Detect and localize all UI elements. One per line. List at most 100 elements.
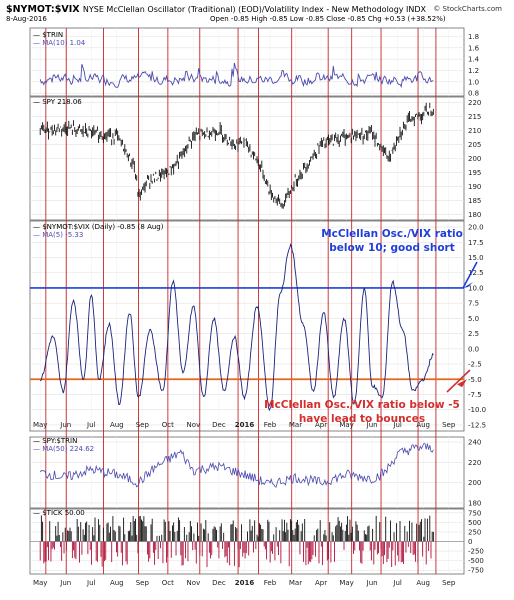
- y-tick-label: 215: [468, 113, 481, 121]
- panel-frame: [29, 220, 465, 432]
- red-arrow: [446, 369, 471, 393]
- y-tick-label: 250: [468, 528, 481, 536]
- x-axis-label: Sep: [136, 579, 150, 587]
- y-tick-label: 220: [468, 99, 481, 107]
- x-axis-label-mid: Aug: [110, 421, 124, 429]
- y-tick-label: 2.5: [468, 330, 479, 338]
- blue-arrow-head: [463, 281, 473, 288]
- y-tick-label: 10.0: [468, 284, 484, 292]
- x-axis-label: Dec: [212, 579, 226, 587]
- x-axis-label-mid: Oct: [162, 421, 174, 429]
- panel-frame: [29, 436, 465, 509]
- tick-bars: [39, 515, 434, 568]
- y-tick-label: 195: [468, 169, 481, 177]
- annotation-top-line1: McClellan Osc./VIX ratio: [321, 228, 463, 240]
- x-axis-label: Jul: [86, 579, 96, 587]
- y-tick-label: -2.5: [468, 361, 482, 369]
- y-tick-label: 17.5: [468, 239, 484, 247]
- panel-legend: — SPY 218.06: [33, 98, 82, 106]
- y-tick-label: 220: [468, 459, 481, 467]
- chart-symbol: $NYMOT:$VIX NYSE McClellan Oscillator (T…: [6, 4, 427, 15]
- y-tick-label: 0: [468, 538, 472, 546]
- y-tick-label: 185: [468, 197, 481, 205]
- spy-price-bars: [39, 102, 434, 209]
- y-tick-label: 0.0: [468, 345, 479, 353]
- y-tick-label: 200: [468, 155, 481, 163]
- panel-legend: — MA(10) 1.04: [33, 39, 86, 47]
- panel-legend: — $NYMOT:$VIX (Daily) -0.85 (8 Aug): [33, 223, 164, 231]
- y-tick-label: 240: [468, 439, 481, 447]
- y-tick-label: -500: [468, 557, 484, 565]
- panel-legend: — MA(50) 224.62: [33, 445, 94, 453]
- x-axis-label-mid: Sep: [442, 421, 456, 429]
- panel-legend: — MA(5) -5.33: [33, 231, 83, 239]
- y-tick-label: 1.8: [468, 33, 479, 41]
- x-axis-label: May: [33, 579, 47, 587]
- y-tick-label: 15.0: [468, 254, 484, 262]
- y-tick-label: 205: [468, 141, 481, 149]
- chart-description: NYSE McClellan Oscillator (Traditional) …: [82, 5, 427, 14]
- y-tick-label: -5.0: [468, 376, 482, 384]
- x-axis-label-mid: Aug: [416, 421, 430, 429]
- x-axis-label: May: [339, 579, 353, 587]
- x-axis-label-mid: Nov: [187, 421, 201, 429]
- ohlc-readout: Open -0.85 High -0.85 Low -0.85 Close -0…: [210, 15, 446, 23]
- y-tick-label: -750: [468, 567, 484, 575]
- y-tick-label: 190: [468, 183, 481, 191]
- y-tick-label: 20.0: [468, 224, 484, 232]
- x-axis-label-mid: Sep: [136, 421, 150, 429]
- x-axis-label-mid: Feb: [264, 421, 277, 429]
- y-tick-label: 1.6: [468, 44, 480, 52]
- y-tick-label: -12.5: [468, 421, 486, 429]
- y-tick-label: 12.5: [468, 269, 484, 277]
- x-axis-label-mid: Jul: [86, 421, 96, 429]
- x-axis-label-mid: Jun: [59, 421, 71, 429]
- y-tick-label: 210: [468, 127, 481, 135]
- y-tick-label: -250: [468, 548, 484, 556]
- x-axis-label: Apr: [315, 579, 327, 587]
- trin-ma-line: [39, 62, 434, 88]
- x-axis-label-mid: Jul: [392, 421, 402, 429]
- osc-vix-line: [39, 243, 434, 412]
- y-tick-label: 7.5: [468, 300, 479, 308]
- panel-legend: — $TICK 50.00: [33, 509, 85, 517]
- x-axis-label-mid: Apr: [315, 421, 327, 429]
- x-axis-label: Jun: [366, 579, 378, 587]
- y-tick-label: 200: [468, 479, 481, 487]
- panel-legend: — $TRIN: [33, 31, 63, 39]
- x-axis-label-mid: 2016: [235, 421, 255, 429]
- x-axis-label-mid: May: [33, 421, 47, 429]
- annotation-bottom-line1: McClellan Osc./VIX ratio below -5: [264, 399, 460, 411]
- annotation-bottom-line2: have lead to bounces: [299, 413, 425, 425]
- y-tick-label: 750: [468, 509, 481, 517]
- spy-trin-line: [39, 443, 434, 488]
- y-tick-label: -7.5: [468, 391, 482, 399]
- y-tick-label: 180: [468, 499, 481, 507]
- x-axis-label-mid: May: [339, 421, 353, 429]
- chart-date: 8-Aug-2016: [6, 15, 47, 23]
- x-axis-label: Jun: [59, 579, 71, 587]
- x-axis-label: Aug: [110, 579, 124, 587]
- x-axis-label: Nov: [187, 579, 201, 587]
- annotation-top-line2: below 10; good short: [329, 242, 455, 254]
- y-tick-label: 1.2: [468, 67, 479, 75]
- x-axis-label: 2016: [235, 579, 255, 587]
- x-axis-label-mid: Dec: [212, 421, 226, 429]
- y-tick-label: -10.0: [468, 406, 486, 414]
- x-axis-label: Sep: [442, 579, 456, 587]
- x-axis-label: Mar: [289, 579, 302, 587]
- panel-frame: [29, 27, 465, 97]
- panel-legend: — SPY:$TRIN: [33, 437, 77, 445]
- y-tick-label: 500: [468, 519, 481, 527]
- x-axis-label-mid: Jun: [366, 421, 378, 429]
- y-tick-label: 180: [468, 211, 481, 219]
- red-arrow-head: [457, 379, 467, 388]
- x-axis-label: Feb: [264, 579, 277, 587]
- y-tick-label: 1.0: [468, 78, 479, 86]
- y-tick-label: 1.4: [468, 56, 480, 64]
- chart-credit: © StockCharts.com: [433, 5, 502, 13]
- x-axis-label-mid: Mar: [289, 421, 302, 429]
- y-tick-label: 5.0: [468, 315, 479, 323]
- x-axis-label: Oct: [162, 579, 174, 587]
